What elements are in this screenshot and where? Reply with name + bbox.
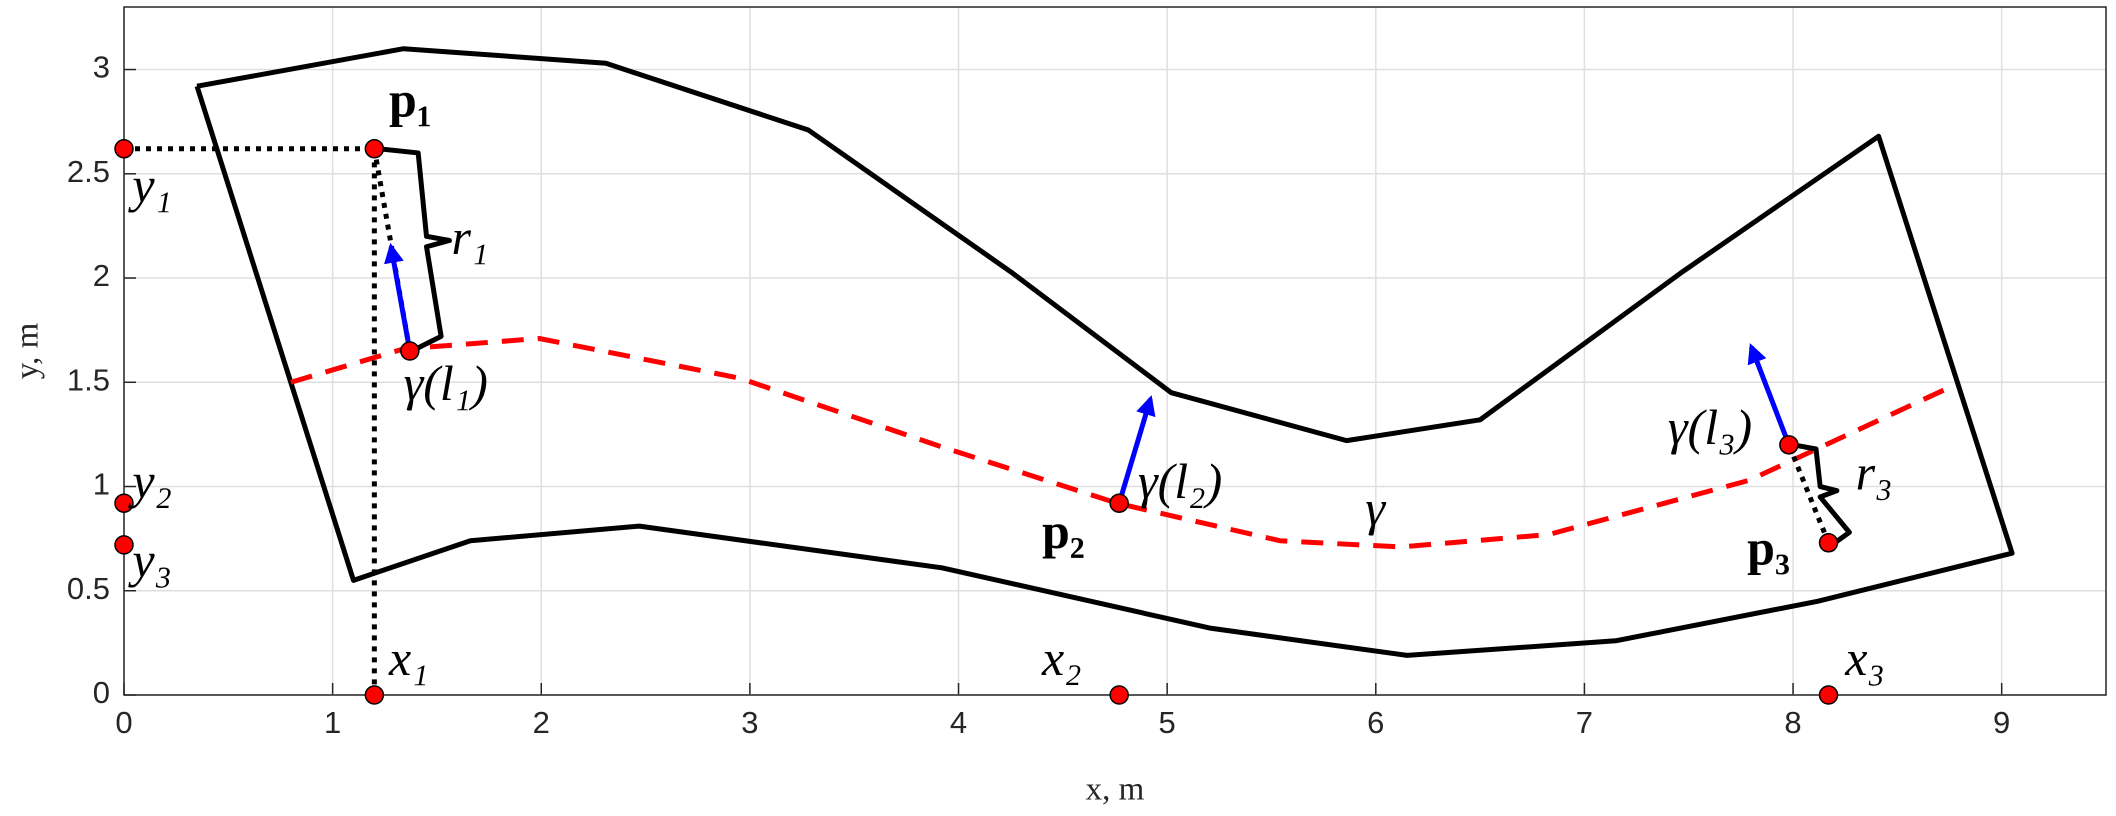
point [1818, 685, 1839, 705]
y-tick-label: 2 [93, 258, 110, 293]
point [400, 341, 420, 361]
annotation: x₁ [388, 630, 429, 686]
point [364, 685, 385, 705]
annotation: r₃ [1856, 445, 1893, 501]
point [364, 139, 385, 159]
annotation: y₁ [127, 157, 172, 213]
x-tick-label: 1 [324, 705, 341, 740]
point [1109, 493, 1129, 513]
x-tick-label: 5 [1159, 705, 1176, 740]
x-tick-label: 4 [950, 705, 967, 740]
curve [194, 46, 2015, 658]
x-tick-label: 6 [1367, 705, 1384, 740]
y-tick-label: 0.5 [67, 571, 110, 606]
x-axis-label: x, m [1086, 772, 1145, 808]
arrow [1747, 343, 1792, 446]
y-tick-label: 0 [93, 675, 110, 710]
y-tick-label: 2.5 [67, 154, 110, 189]
point [1818, 533, 1839, 553]
y-axis-label: y, m [10, 322, 46, 379]
annotation: γ [1365, 480, 1386, 536]
arrow [1116, 395, 1156, 504]
arrow [384, 242, 413, 352]
annotation: x₃ [1844, 630, 1885, 686]
x-tick-label: 9 [1993, 705, 2010, 740]
point [114, 493, 134, 513]
annotation: p₁ [389, 71, 432, 127]
x-tick-label: 7 [1576, 705, 1593, 740]
curve [1786, 443, 1831, 544]
y-tick-label: 3 [93, 50, 110, 85]
annotation: γ(l₃) [1668, 399, 1752, 455]
annotation: y₂ [127, 453, 172, 509]
y-tick-label: 1.5 [67, 362, 110, 397]
x-tick-label: 2 [533, 705, 550, 740]
x-tick-label: 3 [741, 705, 758, 740]
annotation: p₂ [1042, 503, 1085, 559]
x-tick-label: 8 [1784, 705, 1801, 740]
point [1109, 685, 1129, 705]
annotation: p₃ [1747, 520, 1790, 576]
brace [1792, 442, 1852, 545]
point [114, 139, 134, 159]
point [114, 535, 134, 555]
annotation: r₁ [452, 209, 489, 265]
annotation: x₂ [1041, 630, 1082, 686]
annotation: γ(l₁) [404, 355, 488, 411]
annotation: γ(l₂) [1138, 453, 1222, 509]
point [1779, 435, 1799, 455]
annotation: y₃ [127, 532, 172, 588]
y-tick-label: 1 [93, 467, 110, 502]
x-tick-label: 0 [115, 705, 132, 740]
brace [378, 146, 452, 352]
